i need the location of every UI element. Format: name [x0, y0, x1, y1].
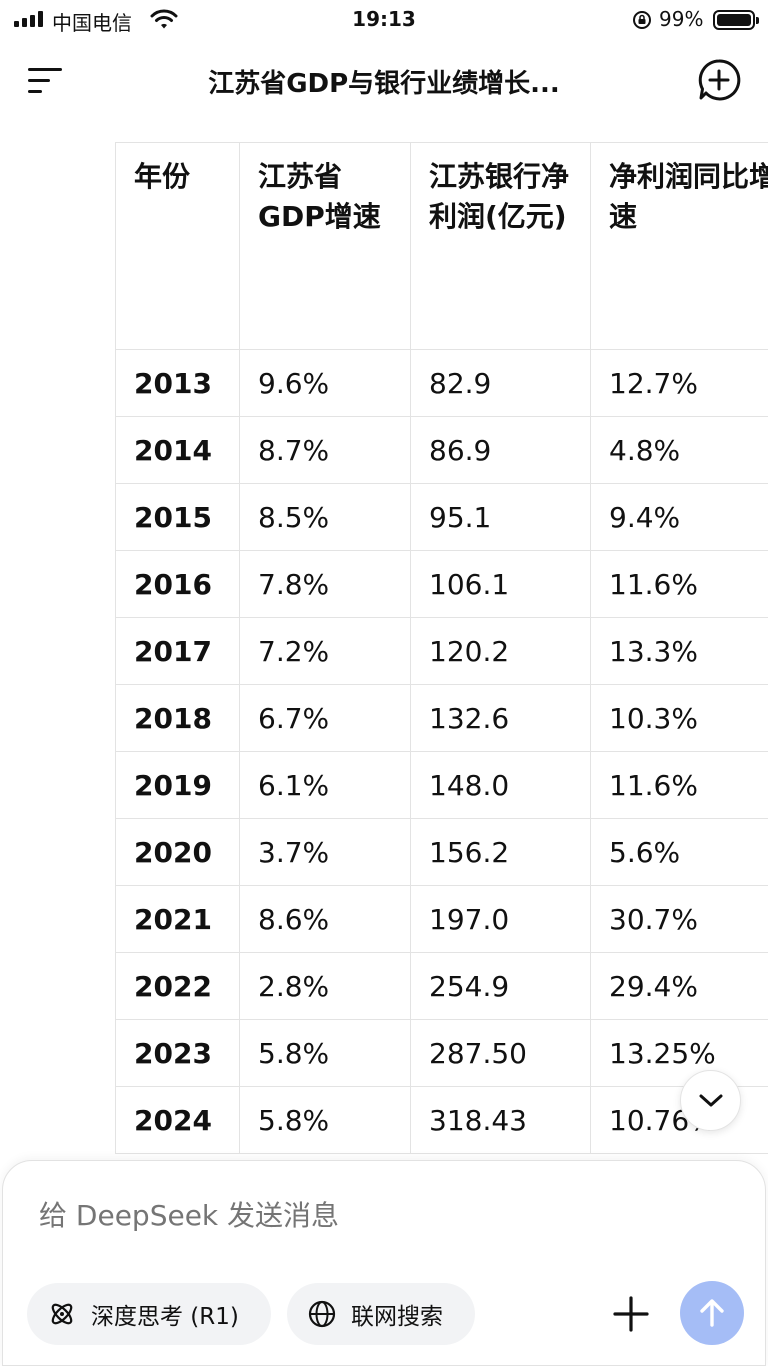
cell-gdp-growth: 5.8% [239, 1086, 411, 1154]
carrier-name: 中国电信 [52, 11, 132, 35]
cell-gdp-growth: 8.7% [239, 416, 411, 484]
column-header-net-profit: 江苏银行净利润(亿元) [410, 142, 591, 350]
cell-gdp-growth: 9.6% [239, 349, 411, 417]
web-search-button[interactable]: 联网搜索 [287, 1283, 475, 1345]
cell-gdp-growth: 6.7% [239, 684, 411, 752]
cell-gdp-growth: 8.5% [239, 483, 411, 551]
cellular-signal-icon [14, 11, 43, 27]
table-row: 2019 6.1% 148.0 11.6% [115, 751, 768, 819]
menu-icon[interactable] [28, 66, 66, 94]
cell-year: 2016 [115, 550, 240, 618]
plus-icon[interactable] [609, 1292, 653, 1336]
cell-year: 2013 [115, 349, 240, 417]
cell-year: 2021 [115, 885, 240, 953]
table-row: 2018 6.7% 132.6 10.3% [115, 684, 768, 752]
cell-profit-growth: 11.6% [590, 751, 768, 819]
atom-icon [51, 1303, 73, 1325]
column-header-gdp-growth: 江苏省GDP增速 [239, 142, 411, 350]
orientation-lock-icon [633, 11, 651, 29]
cell-profit-growth: 12.7% [590, 349, 768, 417]
cell-net-profit: 95.1 [410, 483, 591, 551]
cell-net-profit: 120.2 [410, 617, 591, 685]
cell-profit-growth: 11.6% [590, 550, 768, 618]
cell-gdp-growth: 5.8% [239, 1019, 411, 1087]
cell-year: 2015 [115, 483, 240, 551]
table-header-row: 年份 江苏省GDP增速 江苏银行净利润(亿元) 净利润同比增速 [115, 142, 768, 350]
cell-year: 2023 [115, 1019, 240, 1087]
table-row: 2015 8.5% 95.1 9.4% [115, 483, 768, 551]
table-row: 2022 2.8% 254.9 29.4% [115, 952, 768, 1020]
wifi-icon [150, 9, 178, 29]
table-row: 2020 3.7% 156.2 5.6% [115, 818, 768, 886]
cell-year: 2019 [115, 751, 240, 819]
cell-profit-growth: 13.3% [590, 617, 768, 685]
new-chat-icon[interactable] [697, 58, 741, 102]
clock: 19:13 [352, 7, 416, 31]
cell-gdp-growth: 7.2% [239, 617, 411, 685]
cell-profit-growth: 13.25% [590, 1019, 768, 1087]
cell-net-profit: 254.9 [410, 952, 591, 1020]
table-row: 2016 7.8% 106.1 11.6% [115, 550, 768, 618]
globe-icon [308, 1300, 336, 1328]
status-bar: 中国电信 19:13 99% [0, 0, 768, 40]
table-row: 2017 7.2% 120.2 13.3% [115, 617, 768, 685]
cell-profit-growth: 4.8% [590, 416, 768, 484]
table-row: 2013 9.6% 82.9 12.7% [115, 349, 768, 417]
cell-net-profit: 287.50 [410, 1019, 591, 1087]
cell-gdp-growth: 2.8% [239, 952, 411, 1020]
cell-net-profit: 106.1 [410, 550, 591, 618]
cell-year: 2022 [115, 952, 240, 1020]
table-row: 2021 8.6% 197.0 30.7% [115, 885, 768, 953]
cell-net-profit: 197.0 [410, 885, 591, 953]
cell-gdp-growth: 8.6% [239, 885, 411, 953]
chat-header: 江苏省GDP与银行业绩增长... [0, 48, 768, 112]
cell-gdp-growth: 3.7% [239, 818, 411, 886]
battery-percent: 99% [659, 7, 704, 31]
cell-net-profit: 156.2 [410, 818, 591, 886]
cell-profit-growth: 29.4% [590, 952, 768, 1020]
table-row: 2023 5.8% 287.50 13.25% [115, 1019, 768, 1087]
cell-gdp-growth: 6.1% [239, 751, 411, 819]
table-row: 2024 5.8% 318.43 10.76% [115, 1086, 768, 1154]
cell-net-profit: 148.0 [410, 751, 591, 819]
cell-year: 2018 [115, 684, 240, 752]
cell-profit-growth: 9.4% [590, 483, 768, 551]
chat-title: 江苏省GDP与银行业绩增长... [208, 69, 560, 99]
cell-gdp-growth: 7.8% [239, 550, 411, 618]
cell-profit-growth: 10.3% [590, 684, 768, 752]
send-button[interactable] [680, 1281, 744, 1345]
cell-year: 2017 [115, 617, 240, 685]
table-scroll-container[interactable]: 年份 江苏省GDP增速 江苏银行净利润(亿元) 净利润同比增速 2013 9.6… [115, 142, 768, 1162]
column-header-year: 年份 [115, 142, 240, 350]
cell-profit-growth: 5.6% [590, 818, 768, 886]
gdp-bank-table: 年份 江苏省GDP增速 江苏银行净利润(亿元) 净利润同比增速 2013 9.6… [115, 142, 768, 1154]
cell-net-profit: 86.9 [410, 416, 591, 484]
column-header-profit-growth: 净利润同比增速 [590, 142, 768, 350]
message-composer: 深度思考 (R1) 联网搜索 [2, 1160, 766, 1366]
deep-think-label: 深度思考 (R1) [91, 1304, 239, 1330]
cell-profit-growth: 30.7% [590, 885, 768, 953]
deep-think-button[interactable]: 深度思考 (R1) [27, 1283, 271, 1345]
web-search-label: 联网搜索 [351, 1304, 443, 1330]
table-row: 2014 8.7% 86.9 4.8% [115, 416, 768, 484]
battery-icon [713, 10, 759, 30]
cell-year: 2024 [115, 1086, 240, 1154]
cell-net-profit: 318.43 [410, 1086, 591, 1154]
arrow-up-icon [700, 1299, 724, 1327]
message-input[interactable] [39, 1199, 639, 1232]
chevron-down-icon [699, 1094, 722, 1106]
scroll-to-bottom-button[interactable] [680, 1070, 741, 1131]
cell-year: 2020 [115, 818, 240, 886]
cell-net-profit: 132.6 [410, 684, 591, 752]
cell-year: 2014 [115, 416, 240, 484]
cell-net-profit: 82.9 [410, 349, 591, 417]
